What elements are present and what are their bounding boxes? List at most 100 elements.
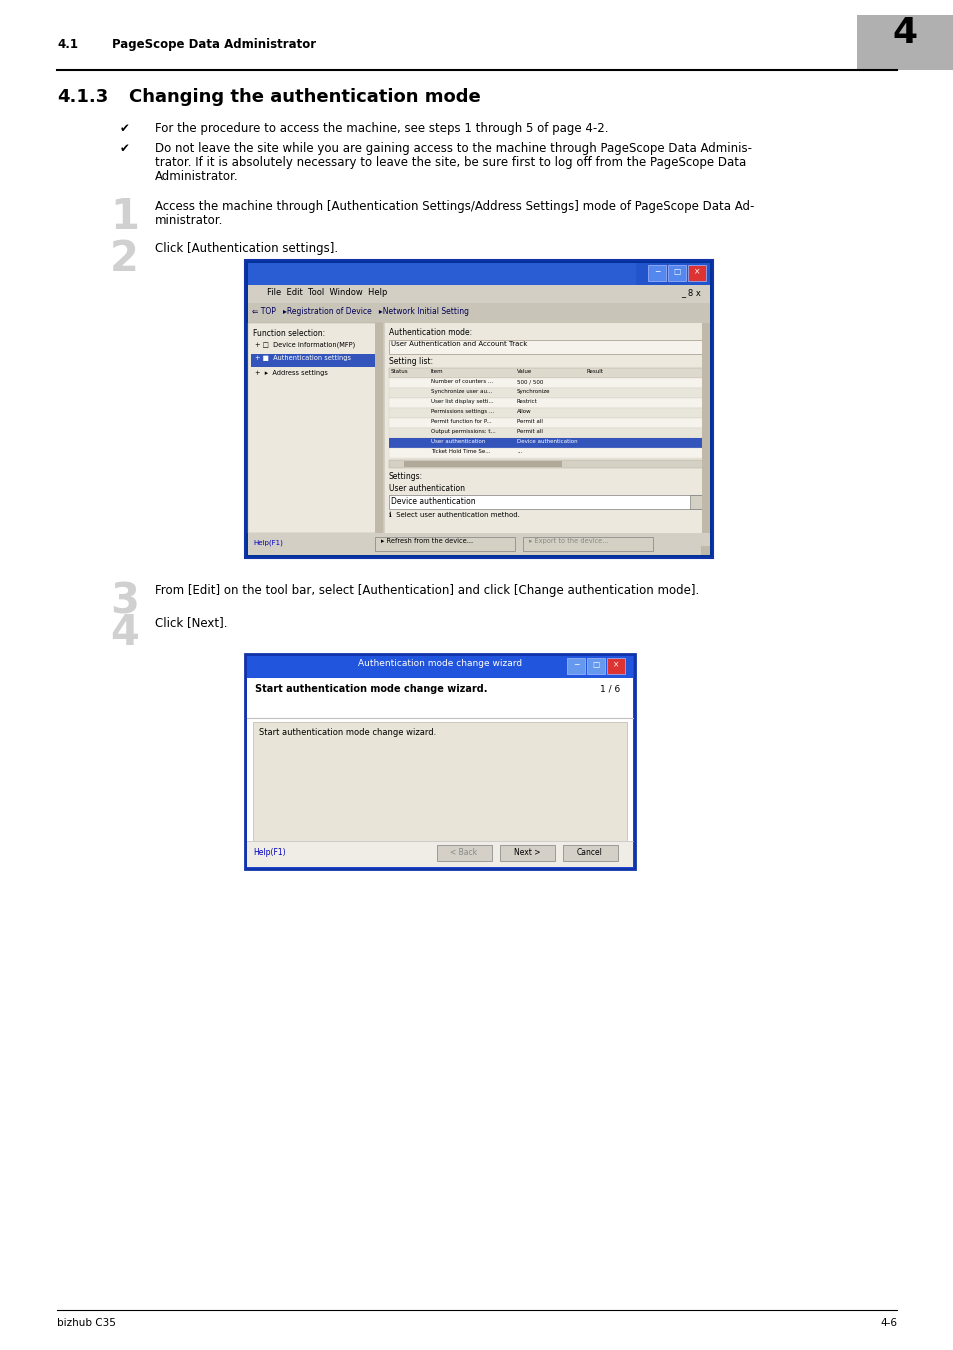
FancyBboxPatch shape: [389, 418, 705, 428]
Text: □: □: [592, 660, 599, 670]
FancyBboxPatch shape: [436, 845, 492, 861]
Text: −: −: [572, 660, 578, 670]
Text: For the procedure to access the machine, see steps 1 through 5 of page 4-2.: For the procedure to access the machine,…: [154, 122, 608, 135]
FancyBboxPatch shape: [389, 387, 705, 398]
FancyBboxPatch shape: [248, 263, 709, 285]
FancyBboxPatch shape: [403, 460, 561, 467]
FancyBboxPatch shape: [248, 285, 709, 555]
Text: Output permissions: t...: Output permissions: t...: [431, 429, 496, 433]
FancyBboxPatch shape: [247, 656, 633, 678]
FancyBboxPatch shape: [389, 369, 705, 378]
Text: ×: ×: [612, 660, 618, 670]
FancyBboxPatch shape: [389, 437, 705, 448]
Text: User authentication: User authentication: [431, 439, 485, 444]
Text: + □  Device information(MFP): + □ Device information(MFP): [254, 342, 355, 347]
FancyBboxPatch shape: [247, 678, 633, 718]
Text: ▸ Export to the device...: ▸ Export to the device...: [529, 539, 608, 544]
Text: Item: Item: [431, 369, 443, 374]
Text: ✔: ✔: [120, 142, 130, 155]
Text: Permit function for P...: Permit function for P...: [431, 418, 491, 424]
Text: Authentication mode:: Authentication mode:: [389, 328, 472, 338]
Text: Permit all: Permit all: [517, 429, 542, 433]
FancyBboxPatch shape: [647, 265, 665, 281]
FancyBboxPatch shape: [248, 285, 709, 302]
Text: Click [Next].: Click [Next].: [154, 616, 227, 629]
Text: PageScope Data Administrator: PageScope Data Administrator: [112, 38, 315, 51]
FancyBboxPatch shape: [522, 537, 652, 551]
FancyBboxPatch shape: [586, 657, 604, 674]
Text: Device authentication: Device authentication: [391, 497, 476, 506]
Text: Ticket Hold Time Se...: Ticket Hold Time Se...: [431, 450, 490, 454]
FancyBboxPatch shape: [245, 261, 712, 558]
Text: Do not leave the site while you are gaining access to the machine through PageSc: Do not leave the site while you are gain…: [154, 142, 751, 155]
Text: Value: Value: [517, 369, 532, 374]
Text: Administrator.: Administrator.: [154, 170, 238, 184]
Text: User Authentication and Account Track: User Authentication and Account Track: [391, 342, 527, 347]
Text: ✔: ✔: [120, 122, 130, 135]
Text: trator. If it is absolutely necessary to leave the site, be sure first to log of: trator. If it is absolutely necessary to…: [154, 157, 745, 169]
Text: Synchronize: Synchronize: [517, 389, 550, 394]
FancyBboxPatch shape: [375, 537, 515, 551]
FancyBboxPatch shape: [248, 323, 382, 533]
FancyBboxPatch shape: [389, 378, 705, 387]
Text: 4.1.3: 4.1.3: [57, 88, 108, 107]
FancyBboxPatch shape: [248, 302, 709, 323]
Text: Access the machine through [Authentication Settings/Address Settings] mode of Pa: Access the machine through [Authenticati…: [154, 200, 754, 213]
FancyBboxPatch shape: [385, 323, 709, 533]
Text: Changing the authentication mode: Changing the authentication mode: [129, 88, 480, 107]
Text: −: −: [653, 267, 659, 275]
Text: Result: Result: [586, 369, 603, 374]
FancyBboxPatch shape: [245, 653, 635, 869]
Text: Settings:: Settings:: [389, 472, 423, 481]
Text: 4.1: 4.1: [57, 38, 78, 51]
FancyBboxPatch shape: [389, 408, 705, 418]
Text: From [Edit] on the tool bar, select [Authentication] and click [Change authentic: From [Edit] on the tool bar, select [Aut…: [154, 585, 699, 597]
FancyBboxPatch shape: [606, 657, 624, 674]
Text: Device authentication: Device authentication: [517, 439, 577, 444]
Text: ℹ  Select user authentication method.: ℹ Select user authentication method.: [389, 512, 519, 518]
FancyBboxPatch shape: [667, 265, 685, 281]
Text: 1: 1: [110, 196, 139, 238]
Text: Status: Status: [391, 369, 408, 374]
Text: Authentication mode change wizard: Authentication mode change wizard: [357, 659, 521, 668]
Text: Synchronize user au...: Synchronize user au...: [431, 389, 492, 394]
Text: 2: 2: [110, 238, 139, 279]
Text: 4: 4: [110, 612, 139, 653]
FancyBboxPatch shape: [389, 460, 705, 468]
FancyBboxPatch shape: [389, 428, 705, 437]
Text: Restrict: Restrict: [517, 400, 537, 404]
Text: bizhub C35: bizhub C35: [57, 1318, 115, 1328]
FancyBboxPatch shape: [253, 722, 626, 841]
Text: + ■  Authentication settings: + ■ Authentication settings: [254, 355, 351, 360]
Text: Start authentication mode change wizard.: Start authentication mode change wizard.: [254, 684, 487, 694]
Text: ministrator.: ministrator.: [154, 215, 223, 227]
FancyBboxPatch shape: [701, 323, 709, 533]
Text: Start authentication mode change wizard.: Start authentication mode change wizard.: [258, 728, 436, 737]
Text: Next >: Next >: [514, 848, 539, 857]
FancyBboxPatch shape: [375, 323, 382, 533]
Text: Setting list:: Setting list:: [389, 356, 433, 366]
Text: 500 / 500: 500 / 500: [517, 379, 543, 383]
Text: ×: ×: [693, 267, 700, 275]
FancyBboxPatch shape: [389, 340, 705, 354]
Text: User list display setti...: User list display setti...: [431, 400, 493, 404]
FancyBboxPatch shape: [700, 545, 709, 555]
FancyBboxPatch shape: [247, 678, 633, 867]
FancyBboxPatch shape: [247, 841, 633, 867]
FancyBboxPatch shape: [856, 15, 953, 70]
Text: Permit all: Permit all: [517, 418, 542, 424]
FancyBboxPatch shape: [566, 657, 584, 674]
Text: Function selection:: Function selection:: [253, 329, 325, 338]
Text: Permissions settings ...: Permissions settings ...: [431, 409, 494, 414]
FancyBboxPatch shape: [251, 354, 379, 367]
Text: User authentication: User authentication: [389, 485, 464, 493]
Text: File  Edit  Tool  Window  Help: File Edit Tool Window Help: [267, 288, 387, 297]
Text: ▸ Refresh from the device...: ▸ Refresh from the device...: [380, 539, 473, 544]
FancyBboxPatch shape: [389, 448, 705, 458]
FancyBboxPatch shape: [248, 263, 636, 285]
FancyBboxPatch shape: [248, 533, 709, 555]
Text: Help(F1): Help(F1): [253, 539, 283, 545]
Text: □: □: [673, 267, 679, 275]
Text: < Back: < Back: [450, 848, 477, 857]
FancyBboxPatch shape: [499, 845, 555, 861]
